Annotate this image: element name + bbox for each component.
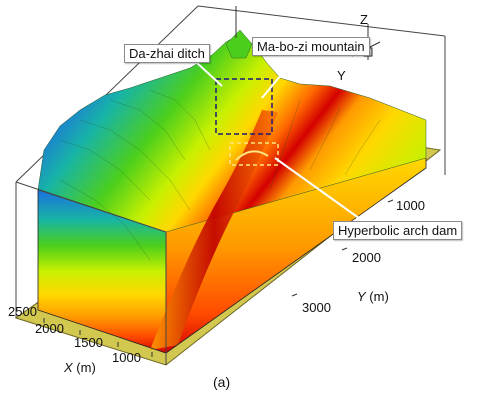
x-tick-1000: 1000 bbox=[112, 350, 141, 365]
orientation-y-label: Y bbox=[337, 68, 346, 83]
mountain-peak bbox=[225, 29, 253, 59]
callout-ma-bo-zi-mountain: Ma-bo-zi mountain bbox=[252, 37, 370, 56]
mountain-highlight-box bbox=[215, 78, 273, 135]
block-right-face bbox=[166, 158, 426, 353]
x-axis-unit: (m) bbox=[76, 360, 96, 375]
x-tick-1500: 1500 bbox=[74, 335, 103, 350]
y-tick-2000: 2000 bbox=[352, 250, 381, 265]
valley bbox=[150, 110, 278, 350]
x-axis-title: X (m) bbox=[64, 360, 96, 375]
y-tick-1000: 1000 bbox=[396, 198, 425, 213]
dam-highlight-box bbox=[229, 142, 279, 166]
orientation-z-label: Z bbox=[360, 12, 368, 27]
x-tick-2500: 2500 bbox=[8, 304, 37, 319]
block-front-face bbox=[38, 190, 166, 353]
callout-leader-lines bbox=[195, 51, 371, 227]
y-axis-unit: (m) bbox=[369, 289, 389, 304]
axis-ticks bbox=[43, 199, 394, 357]
dam-arch bbox=[235, 150, 269, 161]
bounding-box-front-edges bbox=[15, 181, 167, 365]
x-tick-2000: 2000 bbox=[35, 321, 64, 336]
x-axis-name: X bbox=[64, 360, 73, 375]
y-axis-name: Y bbox=[357, 289, 366, 304]
callout-hyperbolic-arch-dam: Hyperbolic arch dam bbox=[333, 221, 463, 240]
callout-da-zhai-ditch: Da-zhai ditch bbox=[124, 44, 210, 63]
y-axis-title: Y (m) bbox=[357, 289, 389, 304]
y-tick-3000: 3000 bbox=[302, 300, 331, 315]
panel-label: (a) bbox=[213, 374, 231, 390]
terrain-ridges bbox=[59, 89, 381, 261]
